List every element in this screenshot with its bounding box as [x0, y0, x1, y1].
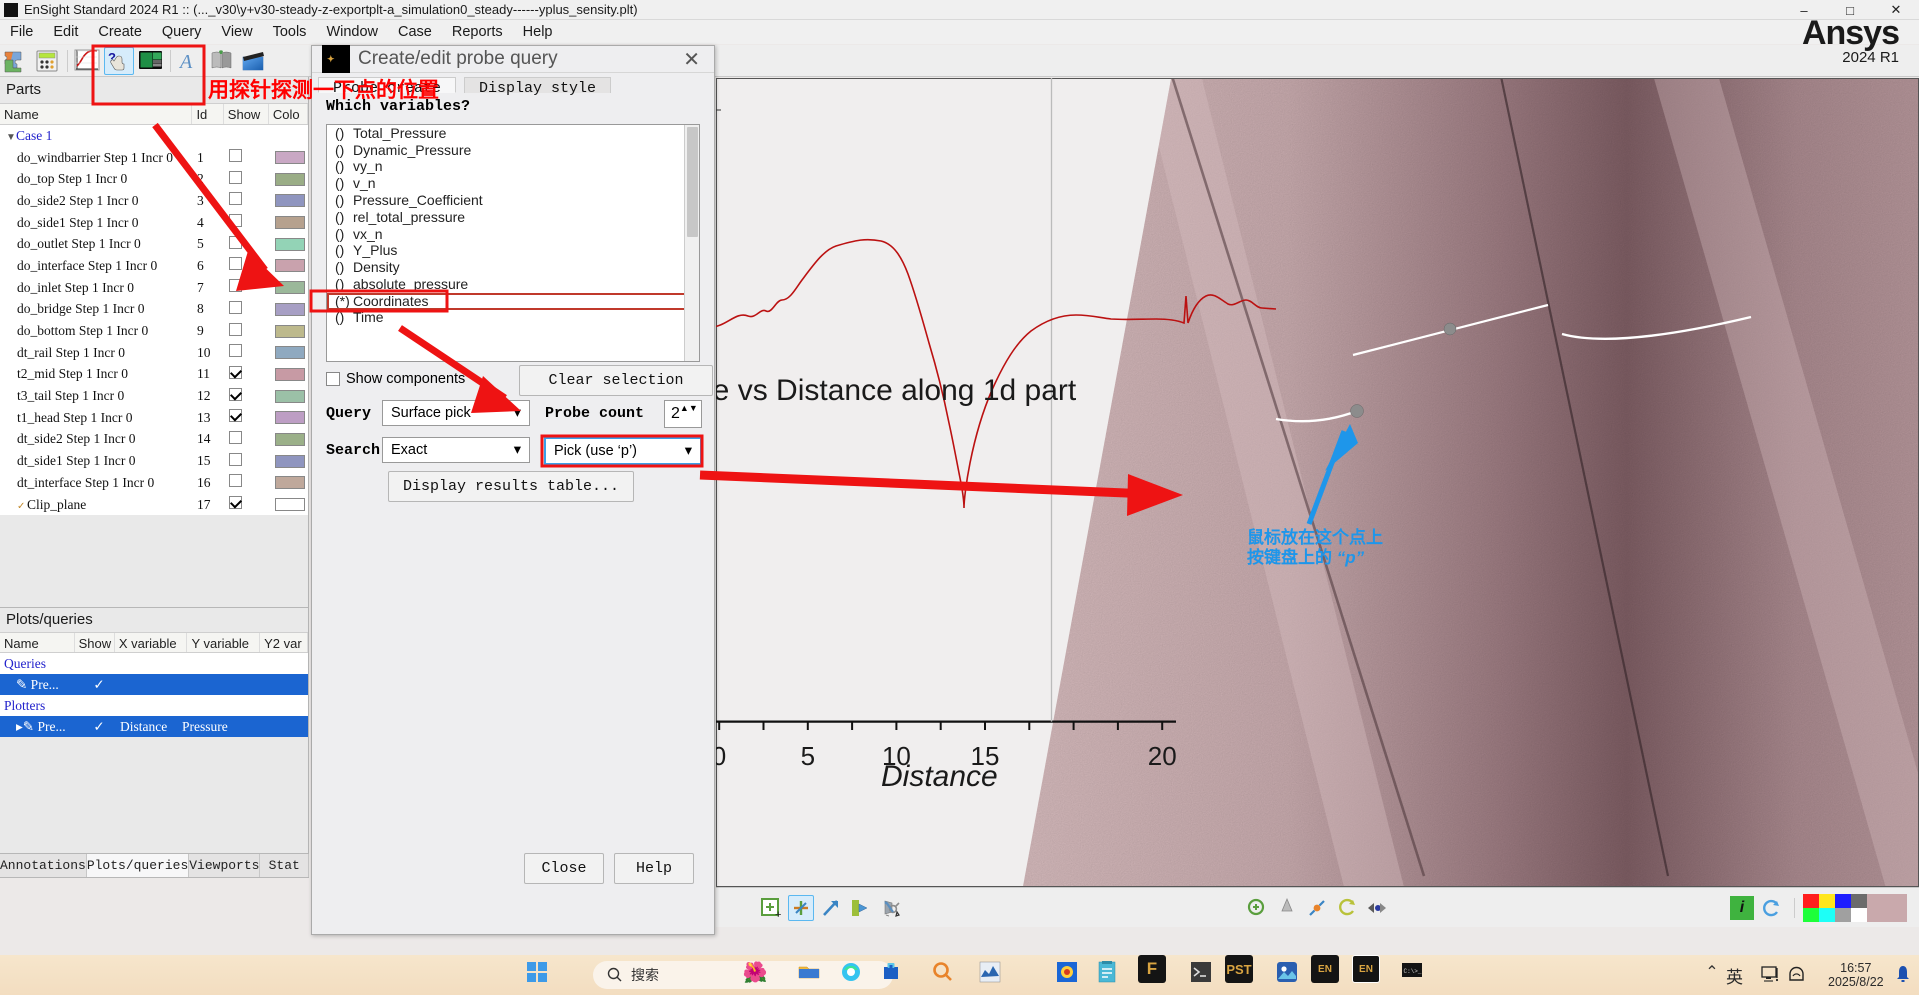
svg-text:5: 5 [801, 741, 815, 771]
svg-text:0: 0 [716, 741, 726, 771]
svg-text:20: 20 [1148, 741, 1177, 771]
svg-text:A: A [178, 51, 193, 73]
svg-text:✦: ✦ [327, 54, 335, 64]
svg-text:C:\>_: C:\>_ [1404, 968, 1422, 975]
svg-text:+: + [775, 909, 781, 919]
